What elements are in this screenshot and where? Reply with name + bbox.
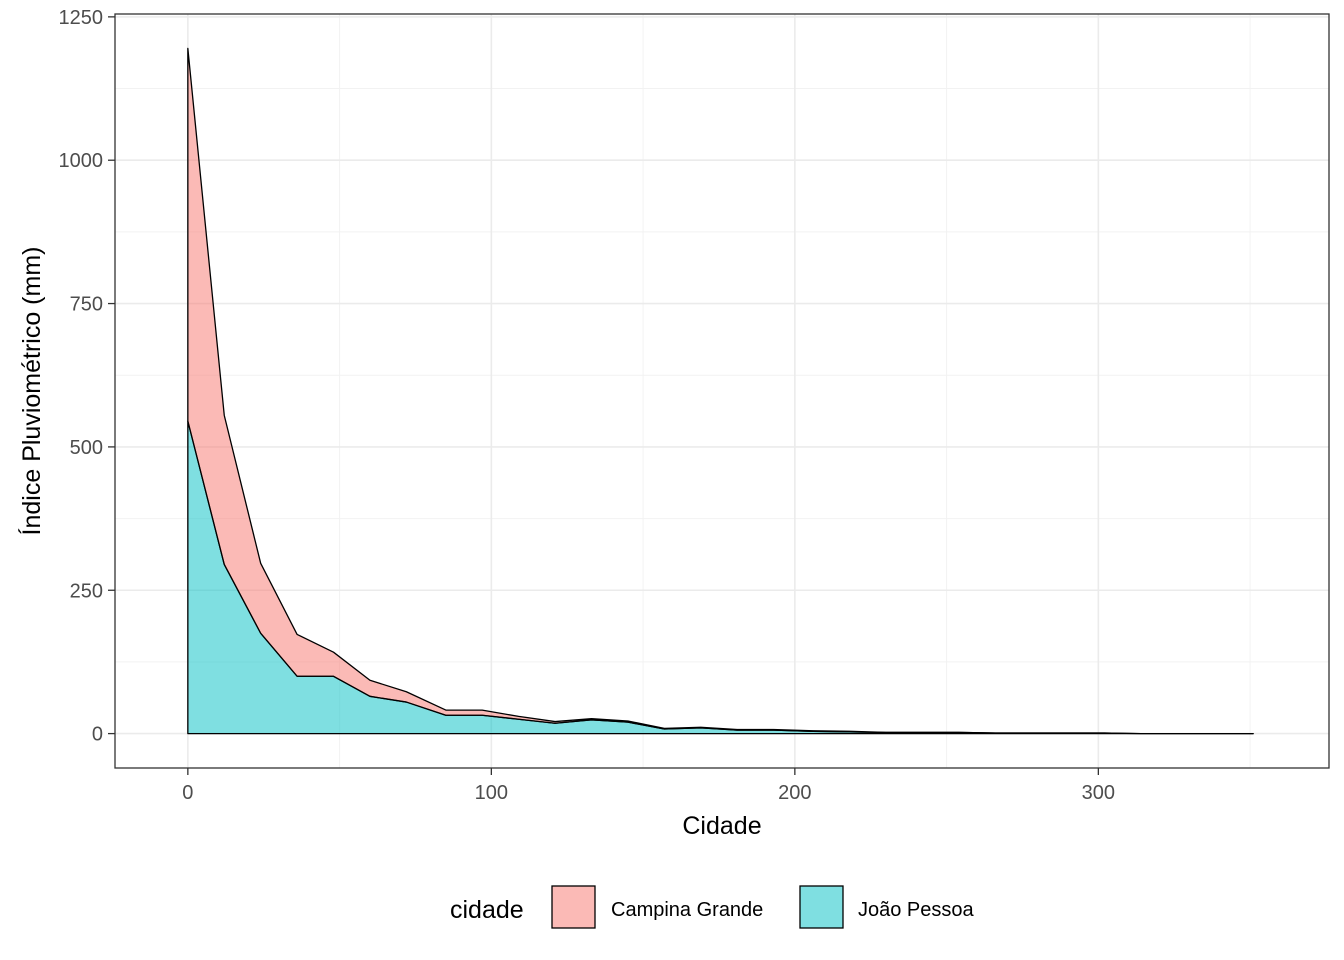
x-axis-title: Cidade — [682, 812, 761, 840]
x-tick-label: 200 — [778, 782, 811, 804]
area-layer — [187, 47, 1254, 735]
y-tick-label: 500 — [70, 437, 103, 459]
x-tick-label: 100 — [475, 782, 508, 804]
area-series-joao-pessoa — [187, 420, 1254, 735]
legend-title: cidade — [450, 896, 524, 924]
axis-ticks: 0 100 200 300 0 250 500 750 1000 1250 — [59, 7, 1116, 804]
panel-border — [114, 13, 1330, 769]
y-axis-title: Índice Pluviométrico (mm) — [17, 247, 46, 536]
legend-key-campina-grande — [551, 885, 596, 929]
legend-key-joao-pessoa — [799, 885, 844, 929]
legend-label-campina-grande: Campina Grande — [611, 899, 763, 921]
x-tick-label: 300 — [1082, 782, 1115, 804]
y-tick-label: 1000 — [59, 150, 104, 172]
area-series-campina-grande — [187, 47, 1254, 735]
x-tick-label: 0 — [182, 782, 193, 804]
y-tick-label: 1250 — [59, 7, 104, 29]
y-tick-label: 250 — [70, 580, 103, 602]
legend: cidade Campina Grande João Pessoa — [450, 885, 975, 929]
y-tick-label: 750 — [70, 294, 103, 316]
y-tick-label: 0 — [92, 724, 103, 746]
legend-label-joao-pessoa: João Pessoa — [858, 899, 975, 921]
